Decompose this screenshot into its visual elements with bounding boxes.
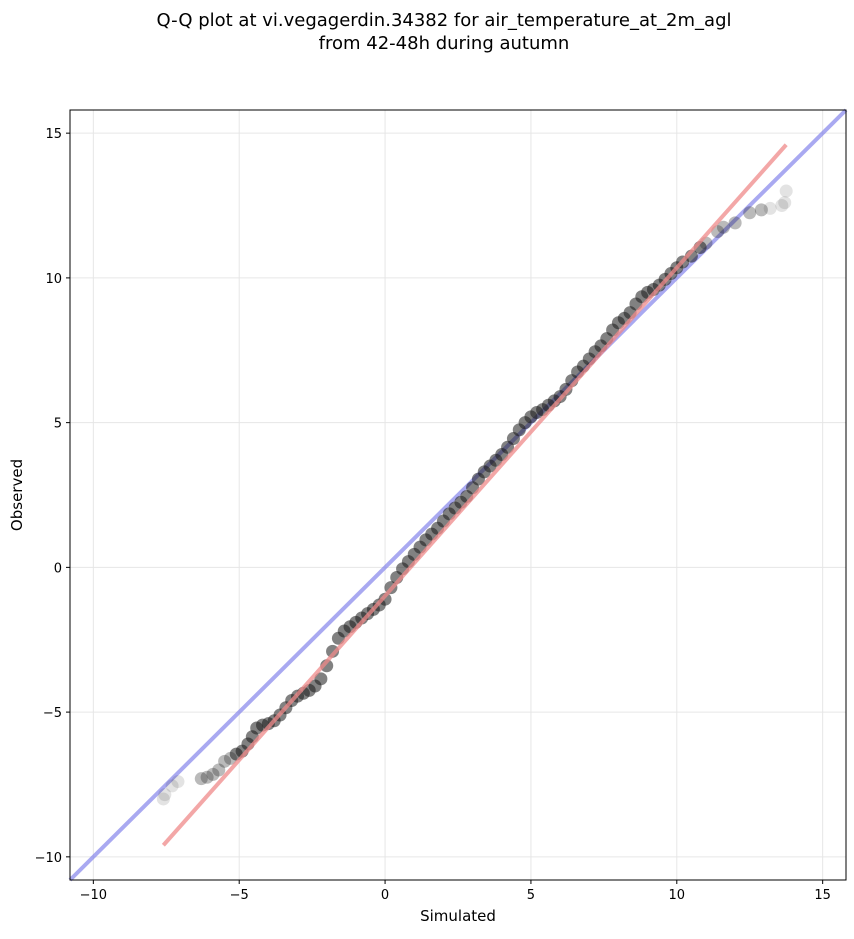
chart-title-line-2: from 42-48h during autumn: [319, 33, 570, 54]
qq-point: [212, 763, 226, 777]
qq-point: [743, 206, 757, 220]
x-axis-label: Simulated: [420, 907, 496, 925]
x-tick-label: 10: [669, 888, 686, 903]
y-tick-label: 10: [45, 272, 62, 287]
qq-point: [158, 788, 172, 802]
qq-point: [165, 779, 179, 793]
x-tick-label: 5: [527, 888, 535, 903]
x-tick-label: −5: [230, 888, 249, 903]
y-tick-label: −10: [35, 851, 62, 866]
plot-content: [68, 108, 848, 882]
identity-line: [68, 108, 848, 882]
fit-line: [161, 143, 788, 847]
qq-point: [778, 196, 792, 210]
qq-point: [206, 767, 220, 781]
x-tick-label: −10: [80, 888, 107, 903]
axis-ticks: −10 −5 0 5 10 15 −10 −5 0 5 10 15: [35, 127, 831, 903]
chart-title-line-1: Q-Q plot at vi.vegagerdin.34382 for air_…: [157, 10, 732, 31]
qq-point: [171, 775, 185, 789]
y-tick-label: −5: [43, 706, 62, 721]
y-tick-label: 0: [54, 561, 62, 576]
qq-point: [779, 184, 793, 198]
qq-point: [218, 754, 232, 768]
qq-point: [200, 770, 214, 784]
qq-point: [716, 220, 730, 234]
qq-point: [156, 792, 170, 806]
qq-point: [326, 644, 340, 658]
qq-point: [775, 199, 789, 213]
qq-point: [314, 672, 328, 686]
y-tick-label: 5: [54, 417, 62, 432]
y-tick-label: 15: [45, 127, 62, 142]
qq-point: [754, 203, 768, 217]
qq-point: [763, 201, 777, 215]
plot-frame: [69, 109, 847, 881]
y-axis-label: Observed: [8, 459, 26, 531]
qq-point: [728, 216, 742, 230]
grid-lines: [70, 110, 846, 880]
qq-point: [194, 772, 208, 786]
x-tick-label: 15: [814, 888, 831, 903]
x-tick-label: 0: [381, 888, 389, 903]
